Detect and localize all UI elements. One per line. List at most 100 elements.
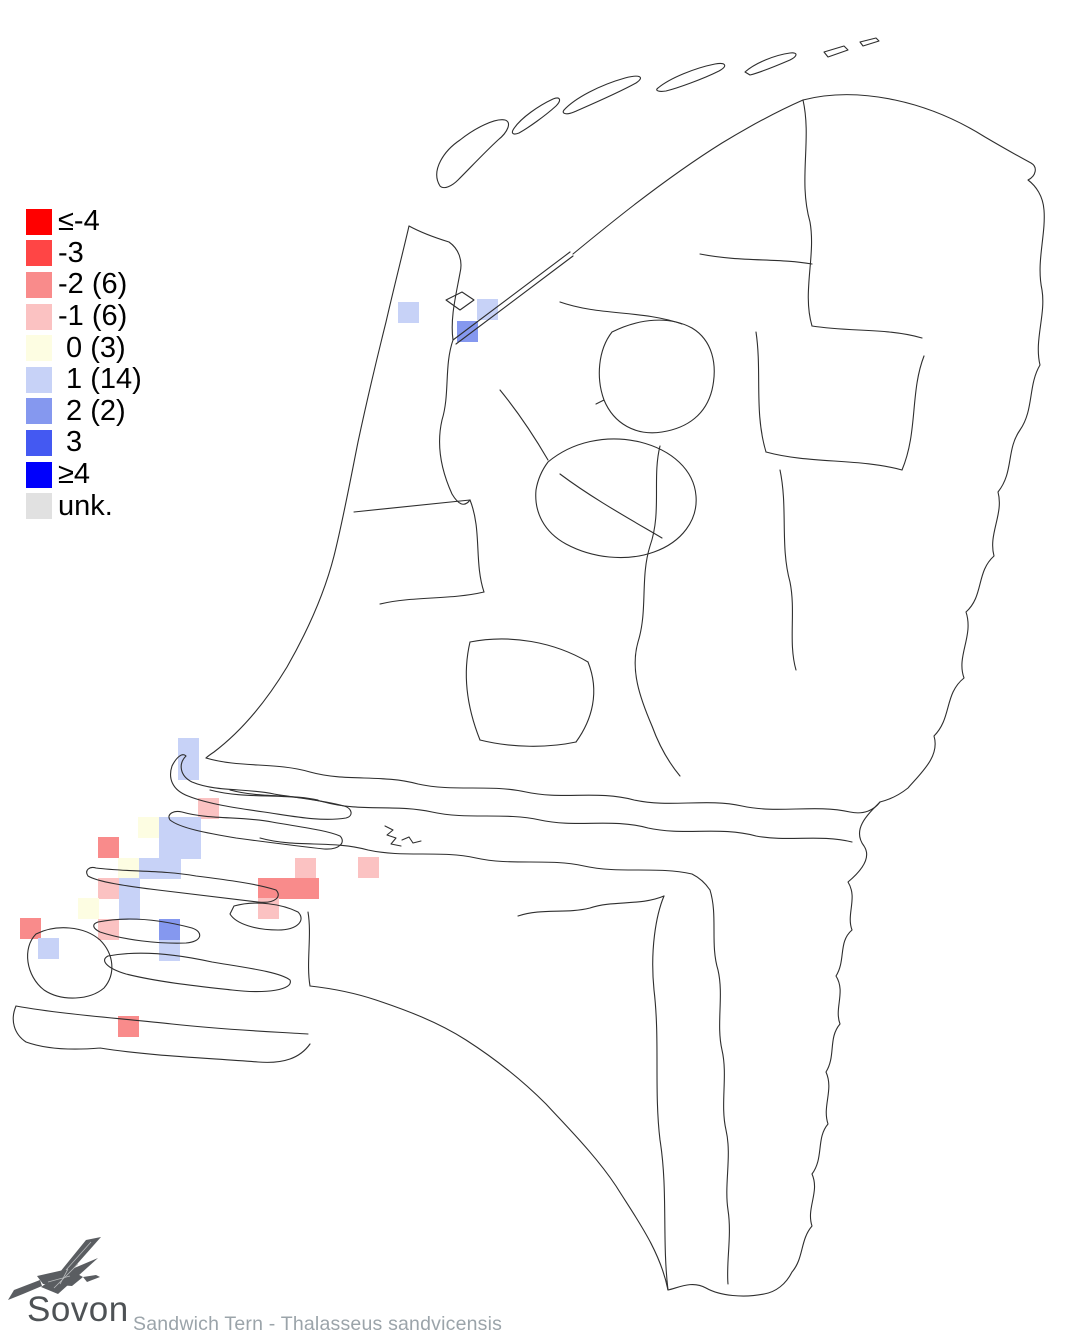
atlas-square	[398, 302, 419, 323]
legend-swatch	[26, 335, 52, 362]
atlas-square	[159, 817, 180, 838]
legend-item: ≤-4	[26, 206, 142, 238]
map-noord-beveland	[93, 918, 201, 944]
atlas-square	[358, 857, 379, 878]
map-border-overijssel-east	[901, 355, 925, 471]
map-border-utrecht-west	[465, 641, 481, 741]
map-border-brabant-top	[517, 895, 665, 917]
legend-label: 2 (2)	[58, 394, 126, 427]
atlas-square	[38, 938, 59, 959]
map-island-texel	[436, 119, 510, 189]
map-border-drenthe-west	[755, 331, 767, 453]
swallow-icon	[8, 1237, 101, 1300]
map-caption: Sandwich Tern - Thalasseus sandvicensis …	[133, 1267, 622, 1340]
map-border-zh-utrecht	[379, 591, 485, 605]
map-maas-limburg	[709, 889, 730, 1285]
map-border-utrecht-south	[479, 739, 577, 747]
map-markermeer-coast	[439, 339, 471, 505]
atlas-square	[180, 838, 201, 859]
atlas-square	[20, 918, 41, 939]
map-border-drenthe-south	[765, 451, 903, 471]
legend-label: 1 (14)	[58, 363, 142, 396]
legend-swatch	[26, 429, 52, 456]
atlas-square	[258, 878, 279, 899]
map-biesbosch-2	[401, 836, 422, 844]
map-tholen	[229, 902, 302, 931]
legend-swatch	[26, 366, 52, 393]
map-outline-layer	[12, 37, 1045, 1297]
atlas-square	[119, 899, 140, 920]
legend-swatch	[26, 398, 52, 425]
atlas-square	[119, 878, 140, 899]
atlas-square	[258, 898, 279, 919]
legend-label: -1 (6)	[58, 300, 128, 333]
legend: ≤-4 -3 -2 (6) -1 (6) 0 (3) 1 (14) 2 (2) 3 ≥4…	[26, 206, 142, 522]
atlas-square	[477, 299, 498, 320]
map-north-coast	[802, 94, 1045, 211]
atlas-square	[118, 858, 139, 879]
map-border-drenthe-top	[699, 253, 813, 265]
map-noordoostpolder	[595, 319, 715, 434]
atlas-square	[159, 838, 180, 859]
legend-swatch	[26, 303, 52, 330]
map-island-wieringen	[445, 291, 475, 311]
legend-item: unk.	[26, 490, 142, 522]
map-border-utrecht-east	[575, 661, 595, 743]
legend-label: 3	[58, 426, 83, 459]
atlas-square	[98, 837, 119, 858]
legend-label: -3	[58, 236, 84, 269]
legend-item: -1 (6)	[26, 301, 142, 333]
map-border-utrecht-north	[469, 638, 589, 663]
map-border-friesland-south	[559, 301, 683, 325]
legend-label: -2 (6)	[58, 268, 128, 301]
map-friesland-coast	[572, 99, 804, 255]
map-island-rottum2	[859, 37, 880, 47]
map-belgian-border	[309, 985, 669, 1291]
map-river-maas	[259, 837, 711, 891]
sovon-logo-text: Sovon	[27, 1290, 129, 1329]
legend-label: ≥4	[58, 458, 91, 491]
atlas-square	[278, 878, 299, 899]
legend-swatch	[26, 271, 52, 298]
legend-item: -3	[26, 238, 142, 270]
map-zeeuws-vlaanderen	[12, 1005, 311, 1063]
map-limburg-west-border	[652, 895, 669, 1291]
map-flevoland	[535, 438, 697, 559]
map-southeast-border	[763, 801, 881, 1295]
map-west-coast	[205, 225, 410, 759]
atlas-square	[78, 898, 99, 919]
map-zuid-beveland	[104, 952, 291, 993]
map-border-nh-utrecht	[469, 499, 485, 593]
atlas-square	[178, 738, 199, 759]
map-island-schiermonnikoog	[744, 52, 797, 76]
atlas-square	[160, 858, 181, 879]
map-river-lek	[205, 757, 881, 814]
map-river-ijssel	[634, 445, 681, 777]
map-island-ameland	[656, 62, 726, 92]
legend-item: 2 (2)	[26, 396, 142, 428]
atlas-square	[180, 817, 201, 838]
legend-item: 0 (3)	[26, 332, 142, 364]
atlas-square	[138, 817, 159, 838]
atlas-square	[139, 858, 160, 879]
map-flevoland-inner	[559, 473, 663, 539]
atlas-square	[118, 1016, 139, 1037]
map-noordzeekanaal	[353, 499, 471, 513]
map-voorne-putten	[170, 754, 352, 820]
map-walcheren	[27, 927, 113, 999]
legend-item: 1 (14)	[26, 364, 142, 396]
map-east-border	[879, 209, 1045, 803]
atlas-square	[457, 321, 478, 342]
legend-label: 0 (3)	[58, 331, 126, 364]
legend-swatch	[26, 240, 52, 267]
map-schouwen	[86, 866, 279, 903]
map-island-vlieland	[511, 97, 561, 135]
map-border-overijssel-gelderland	[779, 469, 797, 671]
map-brabant-west-edge	[307, 911, 311, 987]
legend-label: unk.	[58, 489, 113, 522]
map-ijsselmonde-line	[229, 789, 319, 801]
map-border-friesland-groningen	[802, 99, 813, 327]
sovon-logo	[8, 1237, 101, 1300]
